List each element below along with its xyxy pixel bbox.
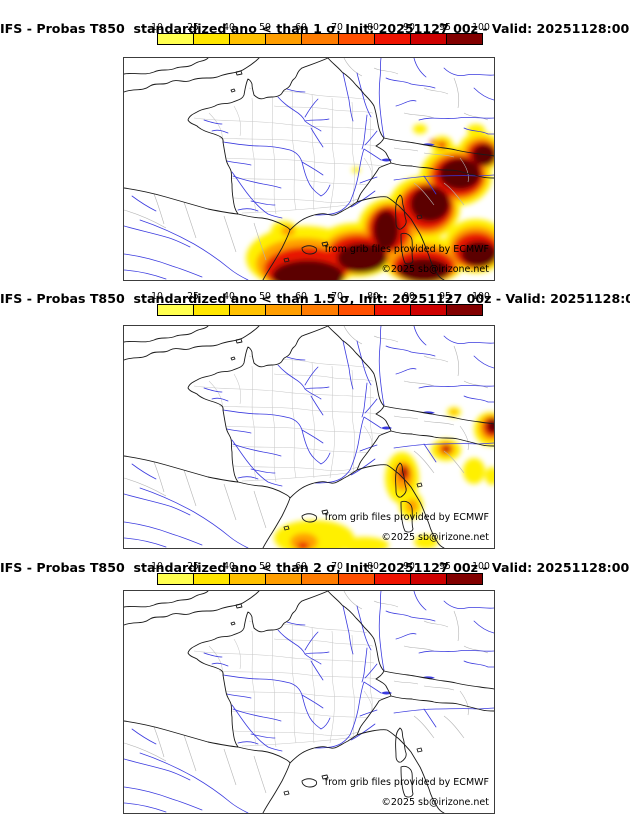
panel-3-title: IFS - Probas T850 standardized ano < tha… <box>0 560 630 576</box>
colorbar-segment <box>302 305 339 315</box>
colorbar-tick-label: 60 <box>295 22 307 33</box>
watermark-ecmwf: from grib files provided by ECMWF <box>324 244 489 255</box>
colorbar-segment <box>266 34 303 44</box>
watermark-copyright: ©2025 sb@irizone.net <box>381 532 489 543</box>
colorbar-segment <box>230 305 267 315</box>
colorbar-tick-label: 90 <box>403 561 415 572</box>
colorbar-segment <box>302 574 339 584</box>
panel-2-title: IFS - Probas T850 standardized ano < tha… <box>0 291 630 307</box>
colorbar-segment <box>158 34 195 44</box>
panel-3-map: from grib files provided by ECMWF ©2025 … <box>123 590 495 814</box>
panel-3-colorbar-labels: 10 25 40 50 60 70 80 90 95 100 <box>151 561 490 572</box>
panel-1-title: IFS - Probas T850 standardized ano < tha… <box>0 21 630 37</box>
colorbar-tick-label: 10 <box>151 22 163 33</box>
colorbar-tick-label: 90 <box>403 22 415 33</box>
colorbar-segment <box>374 305 411 315</box>
colorbar-tick-label: 60 <box>295 561 307 572</box>
colorbar-segment <box>158 305 195 315</box>
colorbar-segment <box>410 574 447 584</box>
panel-1-colorbar <box>157 33 483 45</box>
colorbar-segment <box>338 305 375 315</box>
colorbar-segment <box>302 34 339 44</box>
colorbar-tick-label: 10 <box>151 291 163 302</box>
watermark-ecmwf: from grib files provided by ECMWF <box>324 777 489 788</box>
colorbar-tick-label: 100 <box>472 561 490 572</box>
colorbar-segment <box>230 34 267 44</box>
panel-2-colorbar <box>157 304 483 316</box>
colorbar-tick-label: 95 <box>439 22 451 33</box>
colorbar-tick-label: 80 <box>367 561 379 572</box>
watermark-copyright: ©2025 sb@irizone.net <box>381 797 489 808</box>
colorbar-segment <box>158 574 195 584</box>
colorbar-tick-label: 25 <box>187 22 199 33</box>
watermark-ecmwf: from grib files provided by ECMWF <box>324 512 489 523</box>
colorbar-tick-label: 50 <box>259 22 271 33</box>
colorbar-tick-label: 70 <box>331 561 343 572</box>
colorbar-segment <box>410 34 447 44</box>
colorbar-segment <box>446 34 482 44</box>
colorbar-tick-label: 40 <box>223 291 235 302</box>
panel-2-map-canvas <box>124 326 494 548</box>
colorbar-tick-label: 50 <box>259 291 271 302</box>
colorbar-tick-label: 25 <box>187 291 199 302</box>
panel-2-probability-shading <box>274 407 494 548</box>
colorbar-tick-label: 60 <box>295 291 307 302</box>
colorbar-segment <box>338 34 375 44</box>
colorbar-segment <box>266 305 303 315</box>
panel-3-colorbar <box>157 573 483 585</box>
colorbar-tick-label: 100 <box>472 22 490 33</box>
watermark-copyright: ©2025 sb@irizone.net <box>381 264 489 275</box>
colorbar-segment <box>194 574 231 584</box>
colorbar-segment <box>230 574 267 584</box>
panel-1-colorbar-labels: 10 25 40 50 60 70 80 90 95 100 <box>151 22 490 33</box>
colorbar-tick-label: 80 <box>367 22 379 33</box>
colorbar-segment <box>374 574 411 584</box>
panel-1-probability-shading <box>246 124 494 280</box>
colorbar-tick-label: 95 <box>439 561 451 572</box>
colorbar-tick-label: 70 <box>331 22 343 33</box>
colorbar-tick-label: 40 <box>223 22 235 33</box>
colorbar-segment <box>374 34 411 44</box>
colorbar-segment <box>446 574 482 584</box>
panel-1-map-canvas <box>124 58 494 280</box>
colorbar-tick-label: 70 <box>331 291 343 302</box>
colorbar-segment <box>194 34 231 44</box>
colorbar-segment <box>338 574 375 584</box>
colorbar-tick-label: 25 <box>187 561 199 572</box>
colorbar-tick-label: 40 <box>223 561 235 572</box>
colorbar-segment <box>446 305 482 315</box>
colorbar-tick-label: 95 <box>439 291 451 302</box>
colorbar-segment <box>410 305 447 315</box>
panel-2-map: from grib files provided by ECMWF ©2025 … <box>123 325 495 549</box>
colorbar-segment <box>266 574 303 584</box>
colorbar-tick-label: 80 <box>367 291 379 302</box>
colorbar-tick-label: 100 <box>472 291 490 302</box>
panel-1-map: from grib files provided by ECMWF ©2025 … <box>123 57 495 281</box>
colorbar-tick-label: 90 <box>403 291 415 302</box>
colorbar-tick-label: 10 <box>151 561 163 572</box>
colorbar-segment <box>194 305 231 315</box>
colorbar-tick-label: 50 <box>259 561 271 572</box>
panel-2-colorbar-labels: 10 25 40 50 60 70 80 90 95 100 <box>151 291 490 302</box>
